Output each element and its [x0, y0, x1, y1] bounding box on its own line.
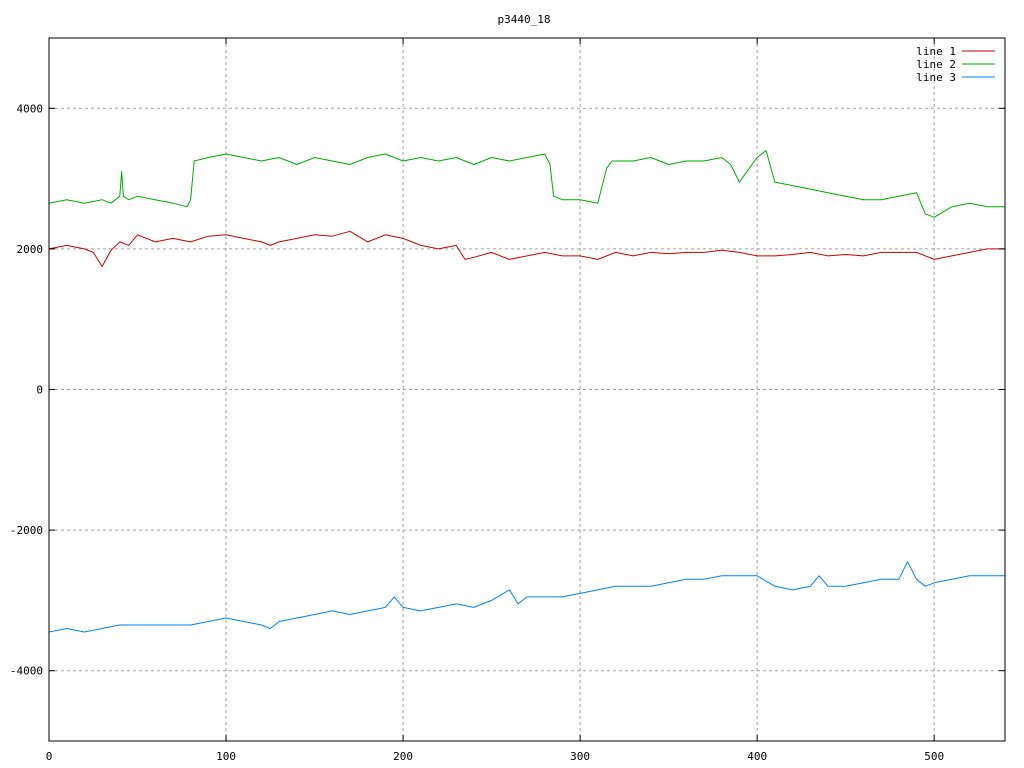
series-line-1 [48, 230, 1005, 267]
series-line-2 [48, 150, 1005, 218]
x-tick-label: 500 [924, 750, 944, 763]
y-tick-label: 0 [36, 384, 43, 397]
x-tick-label: 400 [747, 750, 767, 763]
series-line-3 [48, 561, 1005, 633]
legend-label: line 1 [916, 45, 956, 58]
y-tick-labels: -4000 -2000 0 2000 4000 [10, 102, 43, 677]
x-tick-label: 300 [570, 750, 590, 763]
x-tick-labels: 0 100 200 300 400 500 [46, 750, 944, 763]
y-tick-label: -4000 [10, 665, 43, 678]
chart-title: p3440_18 [498, 13, 551, 26]
x-tick-label: 100 [216, 750, 236, 763]
y-tick-label: 2000 [17, 243, 44, 256]
tick-marks [48, 38, 1005, 741]
legend-label: line 2 [916, 58, 956, 71]
x-tick-label: 200 [393, 750, 413, 763]
x-tick-label: 0 [46, 750, 53, 763]
series-layer [48, 150, 1005, 633]
legend-label: line 3 [916, 71, 956, 84]
y-tick-label: -2000 [10, 524, 43, 537]
y-tick-label: 4000 [17, 102, 44, 115]
